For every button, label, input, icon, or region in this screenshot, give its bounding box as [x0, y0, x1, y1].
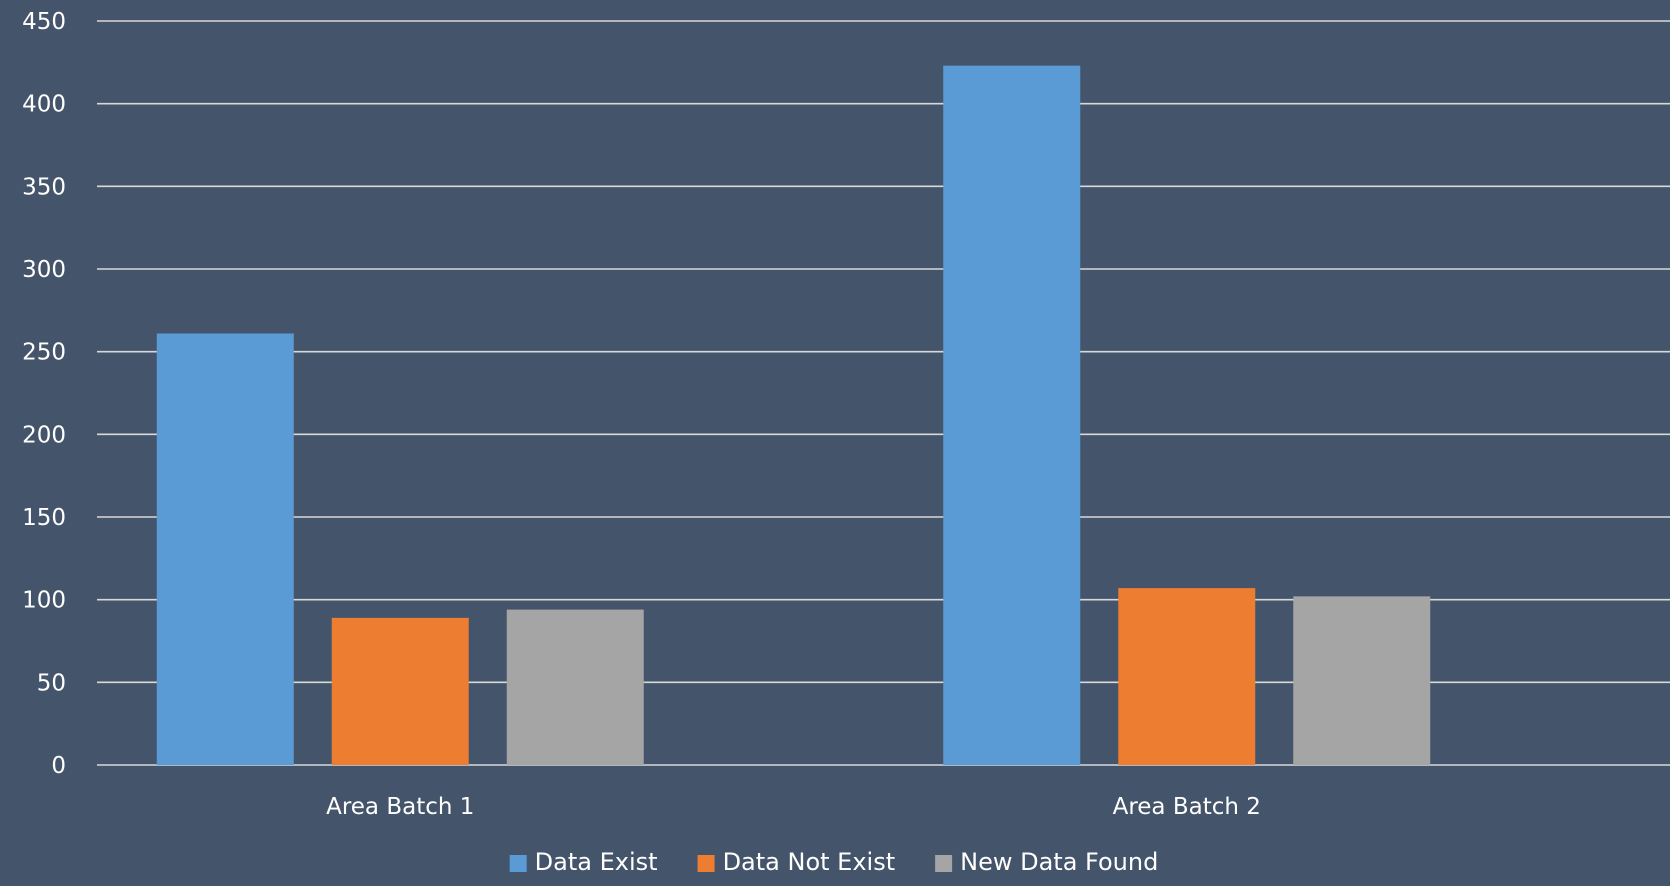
bar-data-exist-1 — [156, 333, 294, 765]
y-tick-label-200: 200 — [22, 422, 66, 448]
y-tick-label-300: 300 — [22, 257, 66, 283]
legend: Data Exist Data Not Exist New Data Found — [509, 848, 1158, 876]
y-tick-label-0: 0 — [51, 753, 66, 779]
bar-data-not-exist-1 — [331, 617, 469, 765]
y-tick-label-100: 100 — [22, 588, 66, 614]
bar-new-data-found-2 — [1293, 596, 1431, 765]
y-tick-label-250: 250 — [22, 340, 66, 366]
x-axis-category-labels: Area Batch 1 Area Batch 2 — [326, 794, 1261, 820]
legend-swatch-data-not-exist — [697, 855, 715, 872]
y-tick-label-400: 400 — [22, 92, 66, 118]
bar-data-exist-2 — [943, 65, 1081, 765]
legend-label-data-exist: Data Exist — [535, 848, 658, 876]
legend-label-data-not-exist: Data Not Exist — [723, 848, 896, 876]
y-tick-label-450: 450 — [22, 9, 66, 35]
bars — [156, 65, 1431, 765]
y-tick-label-150: 150 — [22, 505, 66, 531]
bar-data-not-exist-2 — [1118, 588, 1256, 765]
x-category-label-2: Area Batch 2 — [1113, 794, 1261, 820]
legend-label-new-data-found: New Data Found — [960, 848, 1158, 876]
y-axis-tick-labels: 0 50 100 150 200 250 300 350 400 450 — [22, 9, 66, 779]
y-tick-label-350: 350 — [22, 174, 66, 200]
y-tick-label-50: 50 — [37, 670, 66, 696]
legend-swatch-new-data-found — [935, 855, 953, 872]
legend-swatch-data-exist — [509, 855, 527, 872]
bar-new-data-found-1 — [506, 609, 644, 765]
x-category-label-1: Area Batch 1 — [326, 794, 474, 820]
